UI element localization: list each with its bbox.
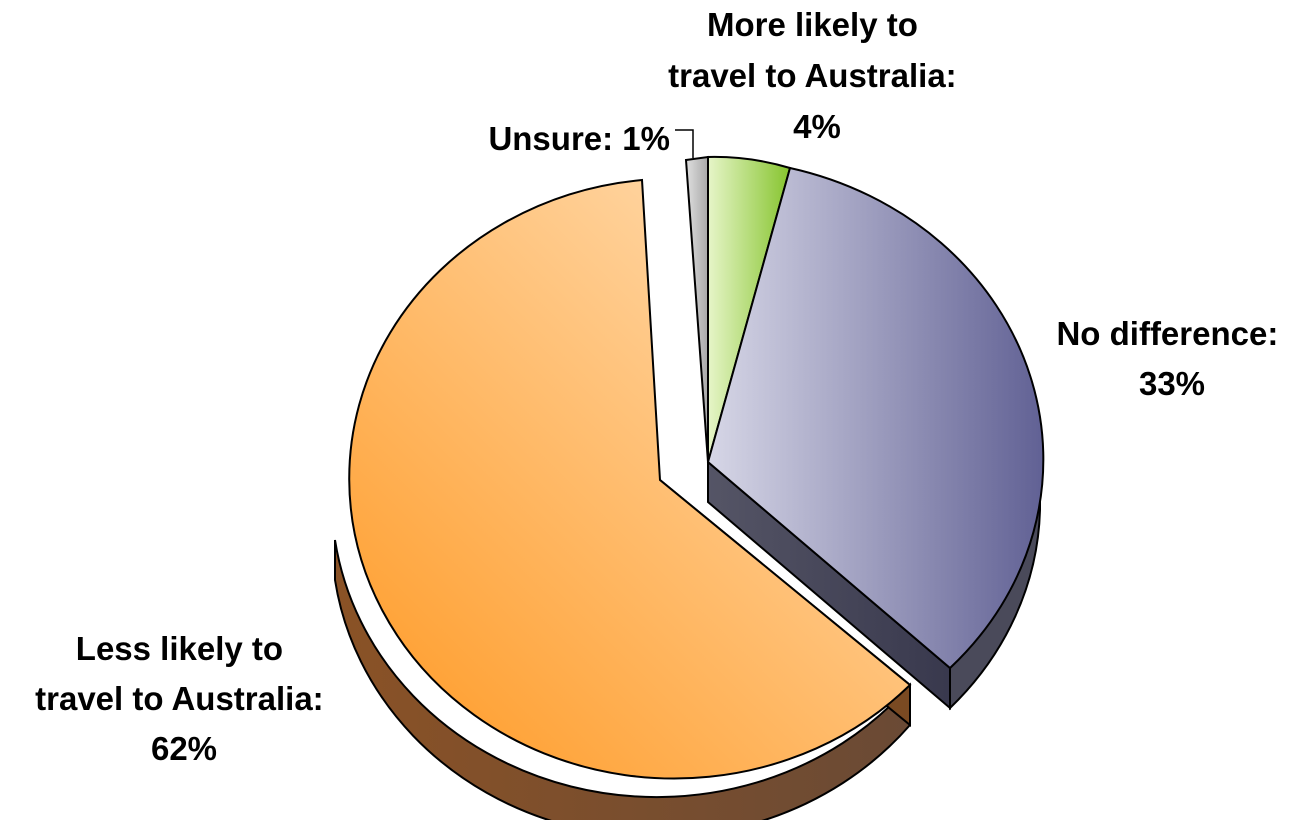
label-more-likely: More likely to travel to Australia: 4% [668, 6, 966, 145]
unsure-leader-line [675, 130, 693, 158]
label-no-difference-line1: No difference: [1056, 315, 1278, 352]
label-unsure: Unsure: 1% [488, 120, 670, 157]
label-less-likely: Less likely to travel to Australia: 62% [35, 630, 333, 767]
label-more-likely-pct: 4% [793, 108, 841, 145]
slice-unsure [686, 157, 708, 462]
label-less-likely-line2: travel to Australia: [35, 680, 324, 717]
label-no-difference-pct: 33% [1139, 365, 1205, 402]
label-more-likely-line2: travel to Australia: [668, 57, 957, 94]
label-unsure-text: Unsure: 1% [488, 120, 670, 157]
label-no-difference: No difference: 33% [1056, 315, 1287, 402]
label-more-likely-line1: More likely to [707, 6, 918, 43]
label-less-likely-line1: Less likely to [76, 630, 283, 667]
label-less-likely-pct: 62% [151, 730, 217, 767]
